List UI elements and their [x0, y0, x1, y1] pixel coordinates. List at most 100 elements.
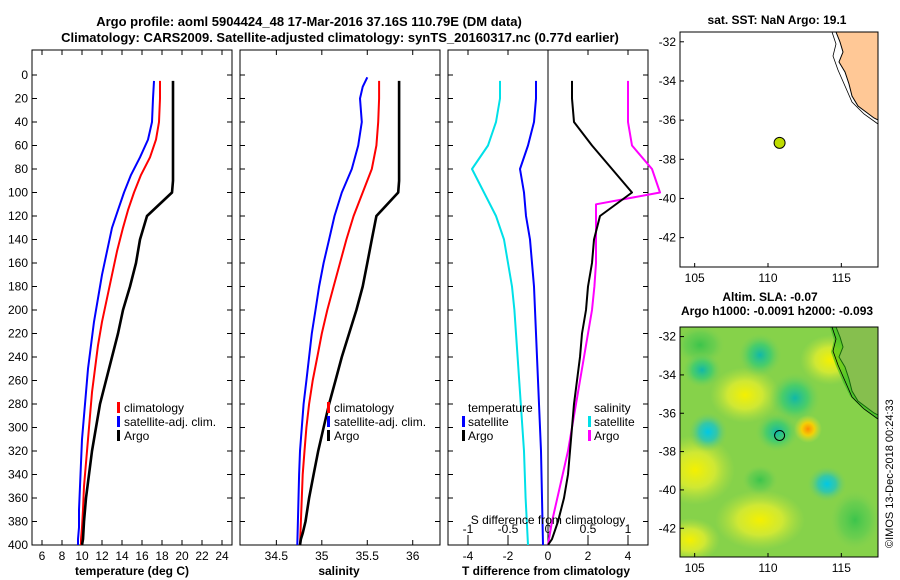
sst-map-ticks: 105 110 115 -32 -34 -36 -38 -40 -42 — [659, 35, 852, 285]
legend-swatch-s-argo — [588, 430, 591, 441]
sla-map-ticks: 105 110 115 -32 -34 -36 -38 -40 -42 — [659, 330, 852, 575]
legend-label-argo: Argo — [334, 429, 360, 443]
sla-map-panel: Altim. SLA: -0.07 Argo h1000: -0.0091 h2… — [659, 290, 879, 575]
legend-swatch-argo — [327, 430, 330, 441]
lon-tick-label: 110 — [758, 271, 777, 285]
legend-label-t-argo: Argo — [468, 429, 494, 443]
lat-tick-label: -42 — [659, 521, 677, 535]
legend-swatch-climatology — [117, 402, 120, 413]
legend-title-salinity: salinity — [594, 401, 631, 415]
lon-tick-label: 115 — [832, 271, 851, 285]
depth-tick-label: 120 — [8, 209, 28, 223]
x-tick-label: 22 — [195, 549, 209, 563]
salinity-axes-frame — [239, 49, 441, 546]
legend-swatch-argo — [117, 430, 120, 441]
imos-credit: ©IMOS 13-Dec-2018 00:24:33 — [884, 399, 896, 548]
lat-tick-label: -38 — [659, 152, 677, 166]
x-tick-label: 10 — [75, 549, 89, 563]
temperature-panel: 0204060801001201401601802002202402602803… — [8, 49, 648, 578]
legend-swatch-t-satellite — [462, 416, 465, 427]
lat-tick-label: -34 — [659, 74, 677, 88]
temperature-series — [77, 80, 175, 546]
argo-float-marker — [773, 136, 786, 149]
legend-label-argo: Argo — [124, 429, 150, 443]
series-satellite-adj-clim — [296, 76, 369, 546]
lon-tick-label: 115 — [832, 561, 851, 575]
temperature-xlabel: temperature (deg C) — [75, 564, 189, 578]
temperature-x-ticks: 6 8 10 12 14 16 18 20 22 24 — [39, 50, 229, 563]
series-salinity-satellite — [471, 80, 529, 546]
series-salinity-argo — [547, 80, 661, 546]
lat-tick-label: -32 — [659, 330, 677, 344]
t-difference-xlabel: T difference from climatology — [462, 564, 630, 578]
series-satellite-adj-clim — [77, 80, 155, 545]
depth-tick-label: 400 — [8, 538, 28, 552]
legend-label-climatology: climatology — [124, 401, 184, 415]
series-climatology — [299, 80, 381, 546]
depth-tick-label: 360 — [8, 491, 28, 505]
series-climatology — [80, 80, 161, 545]
x-tick-label: 12 — [95, 549, 109, 563]
x-tick-label: 4 — [625, 549, 632, 563]
legend-label-s-argo: Argo — [594, 429, 620, 443]
argo-float-marker — [774, 429, 786, 441]
depth-tick-label: 240 — [8, 350, 28, 364]
sla-map-title1: Altim. SLA: -0.07 — [722, 290, 818, 304]
legend-swatch-satellite — [117, 416, 120, 427]
legend-swatch-s-satellite — [588, 416, 591, 427]
difference-series — [471, 80, 661, 546]
salinity-legend: climatology satellite-adj. clim. Argo — [327, 401, 426, 443]
depth-tick-label: 20 — [15, 92, 29, 106]
lat-tick-label: -40 — [659, 191, 677, 205]
temperature-axes-frame — [31, 49, 233, 546]
s-tick-label: 0.5 — [580, 522, 597, 536]
depth-tick-label: 260 — [8, 374, 28, 388]
x-tick-label: 34.5 — [265, 549, 289, 563]
depth-tick-label: 280 — [8, 397, 28, 411]
sst-map-panel: sat. SST: NaN Argo: 19.1 105 110 115 -32 -34… — [659, 13, 879, 285]
legend-label-satellite: satellite-adj. clim. — [334, 415, 426, 429]
depth-tick-label: 60 — [15, 139, 29, 153]
sla-field — [680, 327, 878, 557]
x-tick-label: 2 — [585, 549, 592, 563]
depth-tick-label: 0 — [21, 68, 28, 82]
s-tick-label: 1 — [625, 522, 632, 536]
x-tick-label: 35 — [315, 549, 329, 563]
x-tick-label: 16 — [135, 549, 149, 563]
depth-tick-label: 80 — [15, 162, 29, 176]
depth-tick-label: 140 — [8, 233, 28, 247]
lon-tick-label: 105 — [685, 271, 705, 285]
x-tick-label: 14 — [115, 549, 129, 563]
sla-map-title2: Argo h1000: -0.0091 h2000: -0.093 — [681, 304, 873, 318]
coast-contour — [831, 31, 879, 125]
lat-tick-label: -38 — [659, 445, 677, 459]
x-tick-label: 0 — [545, 549, 552, 563]
x-tick-label: 35.5 — [356, 549, 380, 563]
lon-tick-label: 110 — [758, 561, 777, 575]
depth-tick-label: 160 — [8, 256, 28, 270]
sst-map-title: sat. SST: NaN Argo: 19.1 — [708, 13, 847, 27]
depth-tick-label: 320 — [8, 444, 28, 458]
depth-tick-label: 100 — [8, 186, 28, 200]
s-tick-label: 0 — [545, 522, 552, 536]
salinity-series — [296, 76, 401, 546]
s-difference-label: S difference from climatology — [471, 513, 626, 527]
lat-tick-label: -32 — [659, 35, 677, 49]
depth-tick-label: 340 — [8, 468, 28, 482]
series-argo — [298, 80, 401, 546]
lat-tick-label: -42 — [659, 231, 677, 245]
t-difference-ticks: -4 -2 0 2 4 — [463, 50, 632, 563]
lat-tick-label: -36 — [659, 406, 677, 420]
sla-map-frame — [679, 326, 879, 558]
x-tick-label: 18 — [155, 549, 169, 563]
legend-label-satellite: satellite-adj. clim. — [124, 415, 216, 429]
legend-label-s-satellite: satellite — [594, 415, 635, 429]
x-tick-label: 8 — [59, 549, 66, 563]
sst-map-frame — [679, 31, 879, 268]
series-temperature-argo — [547, 80, 633, 546]
series-temperature-satellite — [519, 80, 544, 546]
legend-label-climatology: climatology — [334, 401, 394, 415]
salinity-panel: 34.5 35 35.5 36 salinity climatology satell… — [239, 49, 441, 578]
figure-title-line1: Argo profile: aoml 5904424_48 17-Mar-201… — [96, 14, 522, 29]
s-tick-label: -0.5 — [498, 522, 519, 536]
